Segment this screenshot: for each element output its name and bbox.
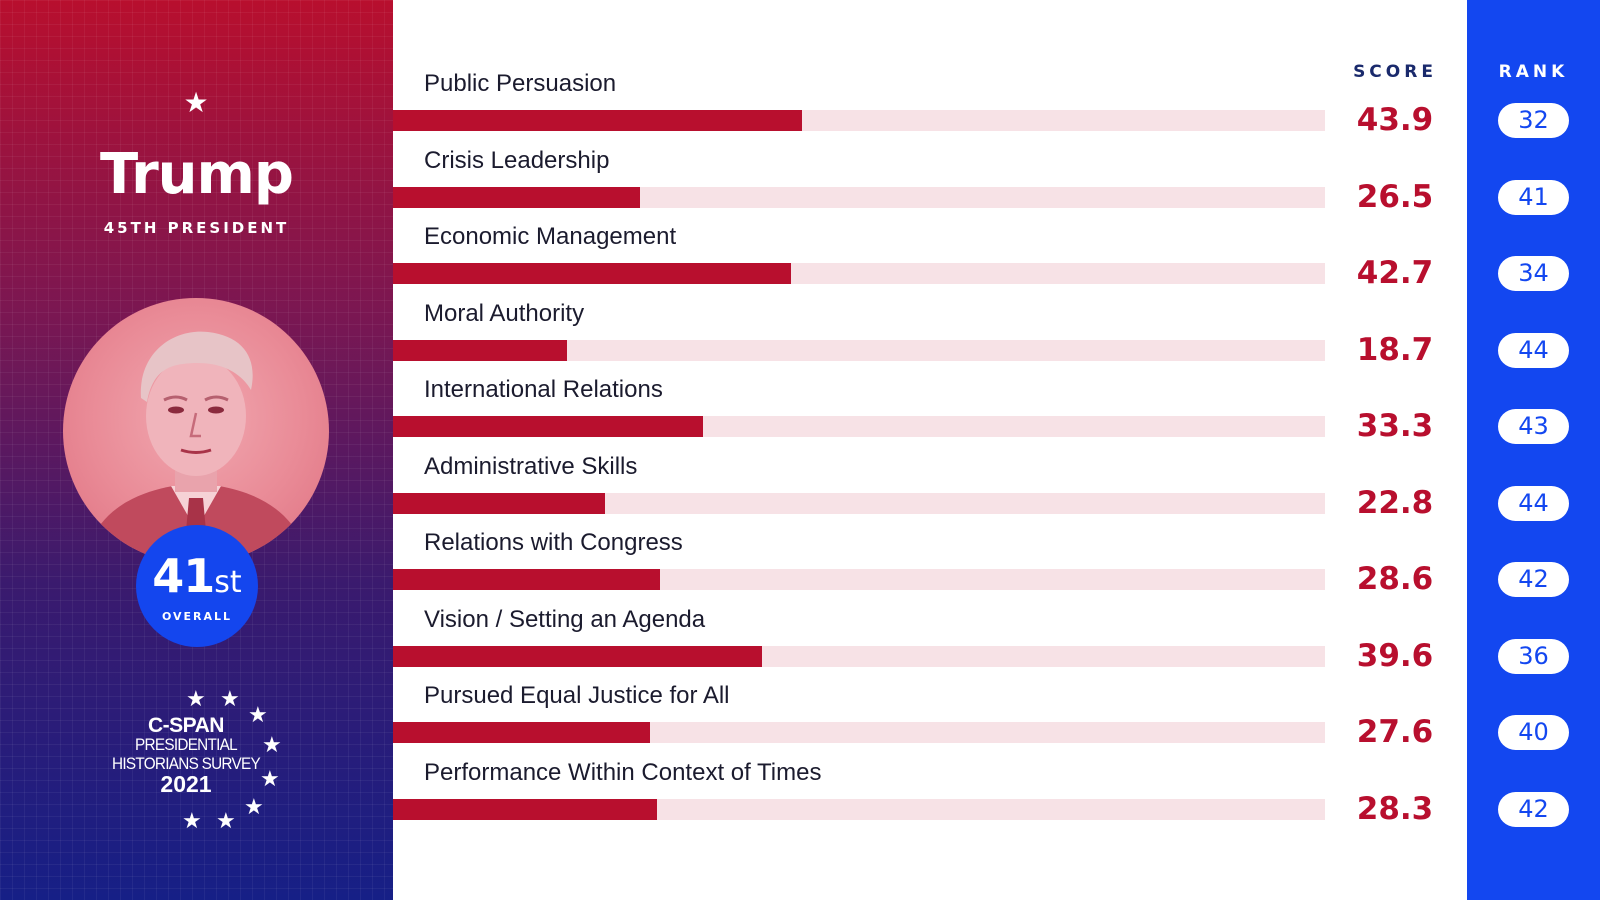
rank-pill: 44 xyxy=(1498,485,1569,521)
score-value: 22.8 xyxy=(1356,484,1434,521)
bar-fill xyxy=(393,798,657,820)
logo-brand: C-SPAN xyxy=(148,714,224,737)
star-icon: ★ xyxy=(220,686,240,711)
overall-label: OVERALL xyxy=(161,610,233,623)
score-value: 43.9 xyxy=(1356,102,1434,138)
bar-track xyxy=(393,798,1325,820)
category-label: Public Persuasion xyxy=(424,70,617,97)
rank-panel: RANK 32 41 34 44 43 44 42 36 40 42 xyxy=(1467,0,1600,900)
bar-fill xyxy=(393,645,763,667)
rank-pill: 42 xyxy=(1498,791,1569,827)
bar-track xyxy=(393,416,1325,437)
bar-fill xyxy=(393,569,660,590)
category-label: Pursued Equal Justice for All xyxy=(424,682,730,709)
overall-rank-badge: 41st OVERALL xyxy=(136,525,258,647)
category-label: Moral Authority xyxy=(424,299,585,327)
score-value: 39.6 xyxy=(1356,637,1434,674)
category-label: Economic Management xyxy=(424,223,677,250)
logo-line-2: HISTORIANS SURVEY xyxy=(112,754,261,773)
star-icon: ★ xyxy=(248,702,268,727)
bar-track xyxy=(393,492,1325,514)
category-label: International Relations xyxy=(424,376,663,403)
bar-track xyxy=(393,722,1325,743)
bar-fill xyxy=(393,110,803,131)
president-number: 45TH PRESIDENT xyxy=(103,219,290,237)
cspan-survey-logo: ★ ★ ★ ★ ★ ★ ★ ★ C-SPAN PRESIDENTIAL HIST… xyxy=(96,680,296,833)
star-icon: ★ xyxy=(216,808,236,833)
president-name: Trump xyxy=(100,142,294,207)
star-icon: ★ xyxy=(186,686,206,711)
bar-fill xyxy=(393,339,568,361)
overall-rank-suffix: st xyxy=(214,565,242,600)
category-label: Crisis Leadership xyxy=(424,146,610,174)
bar-track xyxy=(393,263,1325,284)
star-icon: ★ xyxy=(260,766,280,791)
president-panel: ★ Trump 45TH PRESIDENT xyxy=(0,0,393,900)
bar-track xyxy=(393,186,1325,208)
rank-header: RANK xyxy=(1498,62,1569,82)
president-portrait xyxy=(63,298,329,564)
bar-track xyxy=(393,645,1325,667)
bar-fill xyxy=(393,722,651,743)
score-value: 18.7 xyxy=(1356,331,1434,368)
rank-pill: 41 xyxy=(1498,179,1569,215)
rank-pill: 40 xyxy=(1498,715,1569,750)
score-bar-chart: Public Persuasion Crisis Leadership Econom… xyxy=(393,0,1325,900)
star-icon: ★ xyxy=(262,732,282,757)
bar-track xyxy=(393,569,1325,590)
star-icon: ★ xyxy=(244,794,264,819)
bar-fill xyxy=(393,492,606,514)
bar-fill xyxy=(393,263,791,284)
rank-pill: 32 xyxy=(1498,103,1569,138)
logo-year: 2021 xyxy=(160,771,212,797)
bar-track xyxy=(393,339,1325,361)
star-icon: ★ xyxy=(183,87,209,118)
rank-pill: 43 xyxy=(1498,409,1569,444)
score-value: 28.6 xyxy=(1356,561,1434,597)
score-header: SCORE xyxy=(1353,62,1437,82)
star-icon: ★ xyxy=(182,808,202,833)
rank-pill: 36 xyxy=(1498,638,1569,674)
score-value: 27.6 xyxy=(1356,714,1434,750)
score-value: 42.7 xyxy=(1356,255,1434,291)
rank-pill: 42 xyxy=(1498,562,1569,597)
bar-fill xyxy=(393,416,704,437)
score-value: 33.3 xyxy=(1356,408,1434,444)
bar-track xyxy=(393,110,1325,131)
category-label: Administrative Skills xyxy=(424,452,638,480)
score-value: 28.3 xyxy=(1356,790,1434,827)
overall-rank-number: 41 xyxy=(152,549,215,603)
bar-fill xyxy=(393,186,640,208)
category-label: Vision / Setting an Agenda xyxy=(424,605,706,633)
category-label: Performance Within Context of Times xyxy=(424,758,822,786)
rank-pill: 44 xyxy=(1498,332,1569,368)
category-label: Relations with Congress xyxy=(424,529,683,556)
rank-pill: 34 xyxy=(1498,256,1569,291)
score-value: 26.5 xyxy=(1356,178,1434,215)
logo-line-1: PRESIDENTIAL xyxy=(135,735,238,754)
